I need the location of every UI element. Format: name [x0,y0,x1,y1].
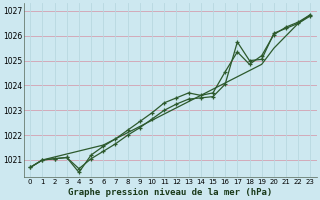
X-axis label: Graphe pression niveau de la mer (hPa): Graphe pression niveau de la mer (hPa) [68,188,272,197]
